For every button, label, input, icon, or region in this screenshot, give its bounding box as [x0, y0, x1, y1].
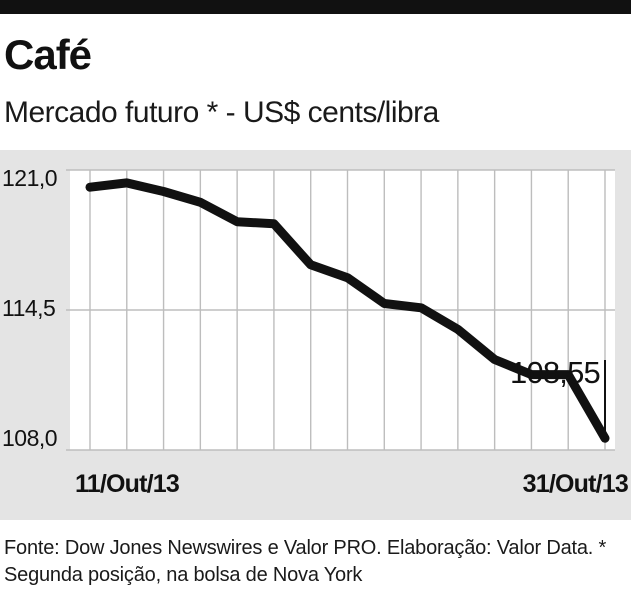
y-axis-tick-labels: 121,0 114,5 108,0 — [2, 165, 58, 451]
y-tick-label: 114,5 — [2, 295, 55, 321]
annotation-label: 108,55 — [510, 355, 600, 390]
x-axis-tick-labels: 11/Out/13 31/Out/13 — [75, 470, 629, 498]
data-point — [271, 221, 276, 226]
source-note: Fonte: Dow Jones Newswires e Valor PRO. … — [4, 537, 607, 586]
data-point — [345, 275, 350, 280]
data-point — [492, 357, 497, 362]
data-point — [308, 262, 313, 267]
data-point — [88, 185, 92, 190]
data-point — [566, 372, 571, 377]
data-point — [529, 372, 534, 377]
x-tick-label: 31/Out/13 — [523, 470, 628, 498]
data-point — [161, 189, 166, 194]
data-point — [198, 200, 203, 205]
chart-title: Café — [4, 31, 92, 78]
data-point — [419, 305, 424, 310]
series-layer — [85, 178, 610, 443]
data-point — [235, 219, 240, 224]
data-point — [455, 327, 460, 332]
chart-subtitle: Mercado futuro * - US$ cents/libra — [4, 96, 439, 129]
coffee-futures-line-chart: 121,0 114,5 108,0 11/Out/13 31/Out/13 108,5… — [0, 150, 631, 520]
data-point — [124, 180, 129, 185]
annotation-layer: 108,55 — [510, 355, 606, 439]
top-rule — [0, 0, 631, 14]
y-tick-label: 108,0 — [2, 425, 57, 451]
y-tick-label: 121,0 — [2, 165, 57, 191]
data-point — [382, 301, 387, 306]
x-tick-label: 11/Out/13 — [75, 470, 179, 498]
